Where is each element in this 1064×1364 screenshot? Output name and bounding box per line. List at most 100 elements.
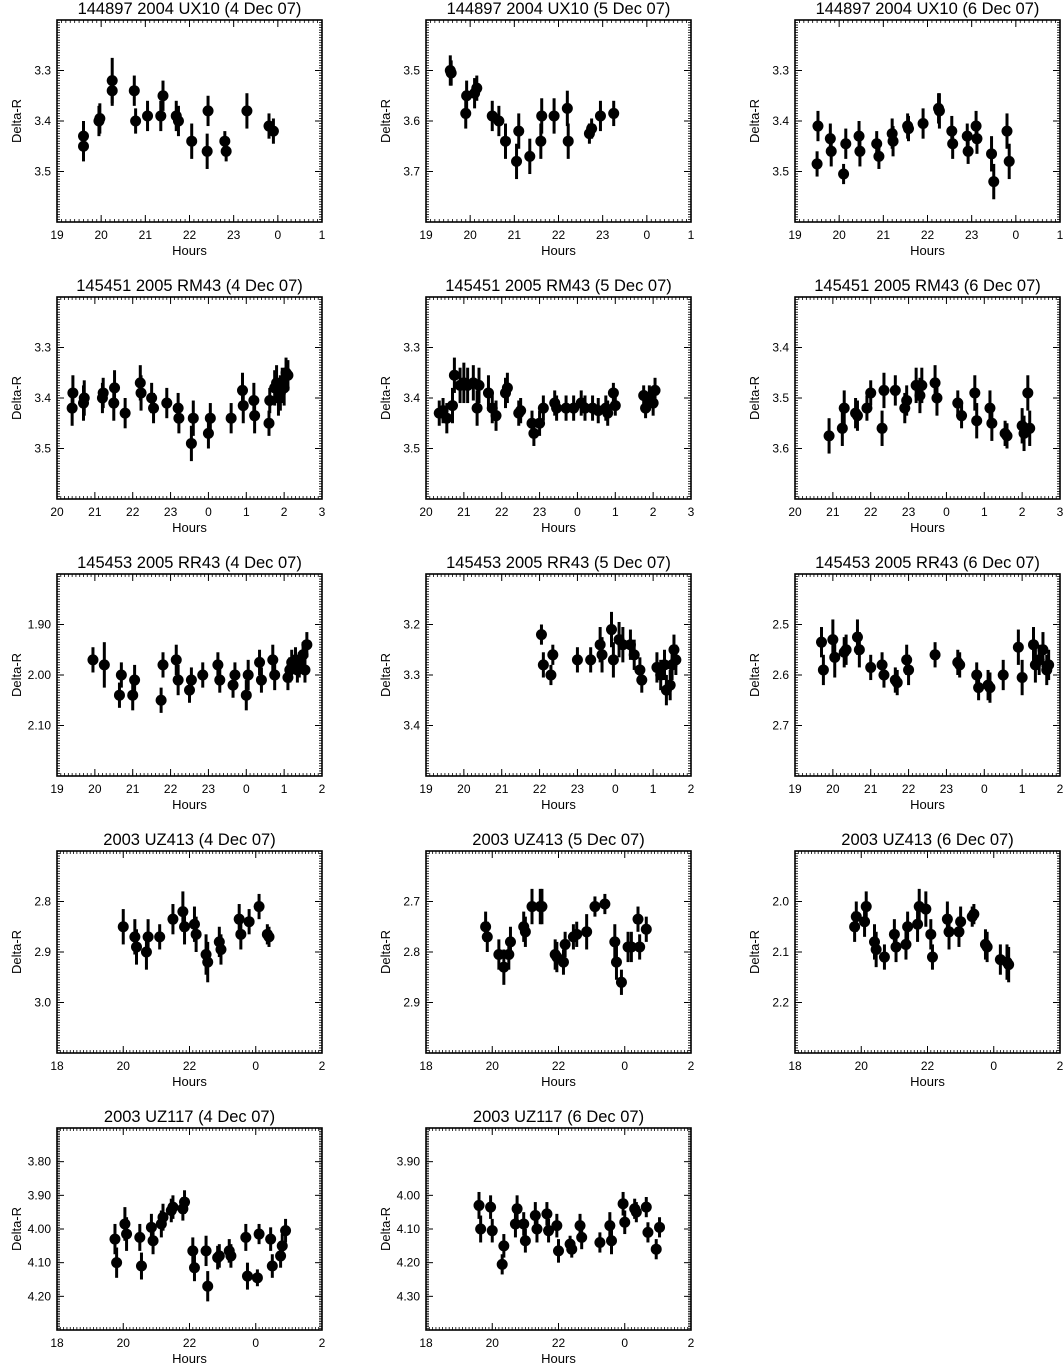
x-tick-label: 19 bbox=[788, 228, 802, 242]
y-tick-label: 2.2 bbox=[772, 996, 789, 1010]
data-point bbox=[524, 150, 536, 162]
x-tick-label: 20 bbox=[50, 505, 64, 519]
data-point bbox=[255, 674, 267, 686]
data-point bbox=[545, 669, 557, 681]
data-point bbox=[269, 669, 281, 681]
data-point bbox=[853, 644, 865, 656]
data-point bbox=[213, 1250, 225, 1262]
data-point bbox=[188, 1262, 200, 1274]
data-point bbox=[829, 651, 841, 663]
x-tick-label: 0 bbox=[252, 1336, 259, 1350]
data-point bbox=[602, 407, 614, 419]
x-tick-label: 2 bbox=[319, 782, 326, 796]
data-point bbox=[448, 369, 460, 381]
data-point bbox=[543, 1225, 555, 1237]
x-tick-label: 2 bbox=[688, 782, 695, 796]
x-axis-label: Hours bbox=[172, 520, 207, 535]
data-point bbox=[235, 928, 247, 940]
y-tick-label: 3.4 bbox=[403, 391, 420, 405]
data-point bbox=[127, 689, 139, 701]
x-tick-label: 20 bbox=[457, 782, 471, 796]
data-point bbox=[511, 155, 523, 167]
data-point bbox=[473, 1199, 485, 1211]
data-point bbox=[551, 1220, 563, 1232]
data-point bbox=[266, 1260, 278, 1272]
x-tick-label: 18 bbox=[419, 1059, 433, 1073]
data-point bbox=[109, 1233, 121, 1245]
data-point bbox=[225, 412, 237, 424]
y-tick-label: 2.0 bbox=[772, 895, 789, 909]
data-point bbox=[1012, 641, 1024, 653]
data-point bbox=[145, 1221, 157, 1233]
data-point bbox=[119, 407, 131, 419]
data-point bbox=[511, 1203, 523, 1215]
y-tick-label: 2.5 bbox=[772, 618, 789, 632]
data-point bbox=[878, 951, 890, 963]
data-point bbox=[971, 415, 983, 427]
y-tick-label: 2.6 bbox=[772, 668, 789, 682]
data-point bbox=[609, 936, 621, 948]
y-tick-label: 3.90 bbox=[397, 1155, 421, 1169]
y-tick-label: 2.9 bbox=[403, 996, 420, 1010]
x-axis-label: Hours bbox=[541, 797, 576, 812]
minor-ticks bbox=[57, 851, 322, 1053]
y-tick-label: 3.3 bbox=[403, 668, 420, 682]
chart-title: 145451 2005 RM43 (5 Dec 07) bbox=[445, 277, 672, 295]
data-point bbox=[973, 682, 985, 694]
x-tick-label: 19 bbox=[50, 228, 64, 242]
x-tick-label: 0 bbox=[252, 1059, 259, 1073]
data-point bbox=[121, 1228, 133, 1240]
x-tick-label: 1 bbox=[688, 228, 695, 242]
data-point bbox=[301, 639, 313, 651]
data-point bbox=[670, 654, 682, 666]
data-point bbox=[634, 664, 646, 676]
x-axis-label: Hours bbox=[910, 520, 945, 535]
data-point bbox=[186, 135, 198, 147]
y-tick-label: 2.00 bbox=[28, 668, 52, 682]
data-point bbox=[299, 664, 311, 676]
data-point bbox=[851, 410, 863, 422]
data-point bbox=[493, 115, 505, 127]
data-point bbox=[220, 145, 232, 157]
chart-title: 2003 UZ117 (6 Dec 07) bbox=[473, 1108, 644, 1126]
data-point bbox=[606, 624, 617, 636]
y-axis-label: Delta-R bbox=[747, 930, 762, 974]
x-tick-label: 23 bbox=[965, 228, 979, 242]
y-tick-label: 4.20 bbox=[28, 1289, 52, 1303]
data-point bbox=[650, 1243, 662, 1255]
x-tick-label: 0 bbox=[943, 505, 950, 519]
y-axis-label: Delta-R bbox=[9, 376, 24, 420]
x-tick-label: 20 bbox=[788, 505, 802, 519]
data-point bbox=[1003, 155, 1015, 167]
data-point bbox=[155, 694, 167, 706]
x-tick-label: 1 bbox=[319, 228, 326, 242]
data-point bbox=[873, 150, 885, 162]
x-axis-label: Hours bbox=[541, 520, 576, 535]
x-tick-label: 23 bbox=[533, 505, 547, 519]
data-point bbox=[640, 923, 652, 935]
panel-11: 2003 UZ413 (5 Dec 07) 18 20 22 0 2 2.7 2.8 2.9 Ho… bbox=[378, 831, 695, 1089]
data-point bbox=[106, 75, 118, 87]
x-tick-label: 0 bbox=[205, 505, 212, 519]
data-point bbox=[642, 1226, 654, 1238]
y-axis-label: Delta-R bbox=[747, 99, 762, 143]
x-tick-label: 1 bbox=[243, 505, 250, 519]
data-point bbox=[571, 654, 583, 666]
data-point bbox=[902, 921, 914, 933]
chart-title: 2003 UZ413 (4 Dec 07) bbox=[103, 831, 275, 849]
data-point bbox=[878, 669, 890, 681]
panel-13: 2003 UZ117 (4 Dec 07) 18 20 22 0 2 3.80 3.90 4.0… bbox=[9, 1108, 326, 1364]
x-tick-label: 22 bbox=[183, 1336, 197, 1350]
data-point bbox=[640, 1201, 652, 1213]
minor-ticks bbox=[426, 851, 691, 1053]
data-point bbox=[664, 679, 676, 691]
x-tick-label: 2 bbox=[319, 1059, 326, 1073]
x-tick-label: 22 bbox=[921, 1059, 935, 1073]
x-tick-label: 0 bbox=[243, 782, 250, 796]
data-point bbox=[148, 402, 160, 414]
y-tick-label: 2.10 bbox=[28, 719, 52, 733]
x-tick-label: 19 bbox=[419, 228, 433, 242]
x-tick-label: 1 bbox=[1057, 228, 1064, 242]
data-point bbox=[130, 115, 142, 127]
data-point bbox=[610, 956, 622, 968]
